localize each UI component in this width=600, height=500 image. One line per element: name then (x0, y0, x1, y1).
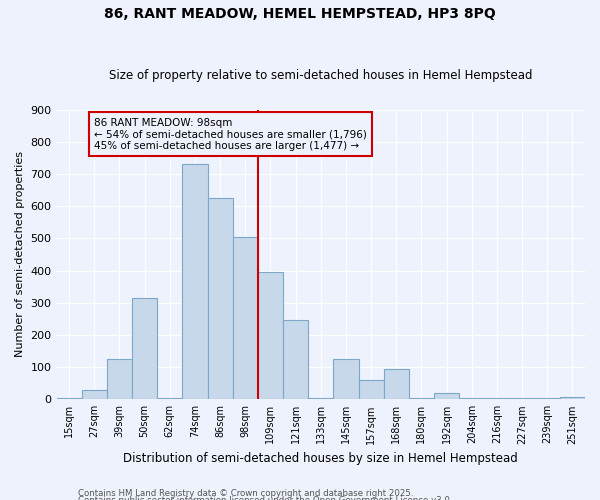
Bar (56, 398, 82, 400)
Text: Contains public sector information licensed under the Open Government Licence v3: Contains public sector information licen… (78, 496, 452, 500)
Y-axis label: Number of semi-detached properties: Number of semi-detached properties (15, 152, 25, 358)
Bar (308, 398, 334, 400)
Bar (283, 320, 308, 400)
Bar (132, 298, 157, 400)
Bar (509, 398, 535, 400)
Bar (434, 393, 459, 400)
Bar (535, 398, 560, 400)
Bar (383, 368, 409, 400)
Bar (409, 398, 434, 400)
Bar (208, 198, 233, 400)
Text: 86, RANT MEADOW, HEMEL HEMPSTEAD, HP3 8PQ: 86, RANT MEADOW, HEMEL HEMPSTEAD, HP3 8P… (104, 8, 496, 22)
Bar (258, 272, 283, 400)
Bar (107, 359, 132, 400)
Bar (82, 390, 107, 400)
X-axis label: Distribution of semi-detached houses by size in Hemel Hempstead: Distribution of semi-detached houses by … (124, 452, 518, 465)
Title: Size of property relative to semi-detached houses in Hemel Hempstead: Size of property relative to semi-detach… (109, 69, 533, 82)
Bar (459, 398, 484, 400)
Text: 86 RANT MEADOW: 98sqm
← 54% of semi-detached houses are smaller (1,796)
45% of s: 86 RANT MEADOW: 98sqm ← 54% of semi-deta… (94, 118, 367, 151)
Bar (334, 359, 359, 400)
Text: Contains HM Land Registry data © Crown copyright and database right 2025.: Contains HM Land Registry data © Crown c… (78, 488, 413, 498)
Bar (359, 380, 383, 400)
Bar (233, 236, 258, 400)
Bar (484, 398, 509, 400)
Bar (560, 396, 585, 400)
Bar (157, 398, 182, 400)
Bar (182, 164, 208, 400)
